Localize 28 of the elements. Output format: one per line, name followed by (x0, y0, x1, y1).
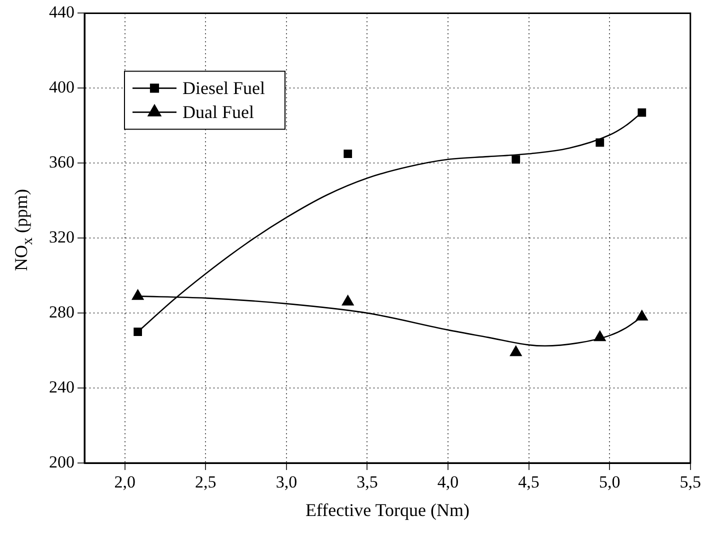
point (596, 138, 604, 147)
legend-label: Dual Fuel (182, 102, 254, 122)
point (344, 150, 352, 158)
x-tick-label: 2,5 (195, 472, 216, 492)
y-tick-label: 440 (49, 2, 74, 22)
x-tick-label: 4,5 (518, 472, 540, 492)
point (636, 310, 648, 320)
y-tick-label: 320 (49, 228, 74, 247)
x-tick-label: 5,0 (598, 472, 620, 492)
x-tick-label: 3,5 (356, 472, 378, 492)
x-axis-title: Effective Torque (Nm) (305, 500, 470, 520)
legend-label: Diesel Fuel (182, 78, 265, 98)
point (342, 295, 354, 306)
x-tick-label: 5,5 (680, 472, 701, 492)
point (512, 155, 520, 164)
x-tick-label: 4,0 (437, 472, 459, 492)
y-tick-label: 240 (49, 378, 74, 396)
point (638, 108, 646, 117)
y-tick-label: 360 (49, 152, 74, 172)
point (510, 346, 522, 356)
x-tick-label: 2,0 (114, 472, 136, 492)
point (134, 328, 142, 336)
point (132, 290, 144, 300)
y-tick-label: 280 (49, 302, 74, 322)
y-tick-label: 400 (49, 78, 74, 97)
point (594, 330, 606, 342)
x-tick-label: 3,0 (276, 472, 298, 492)
y-tick-label: 200 (49, 452, 74, 472)
